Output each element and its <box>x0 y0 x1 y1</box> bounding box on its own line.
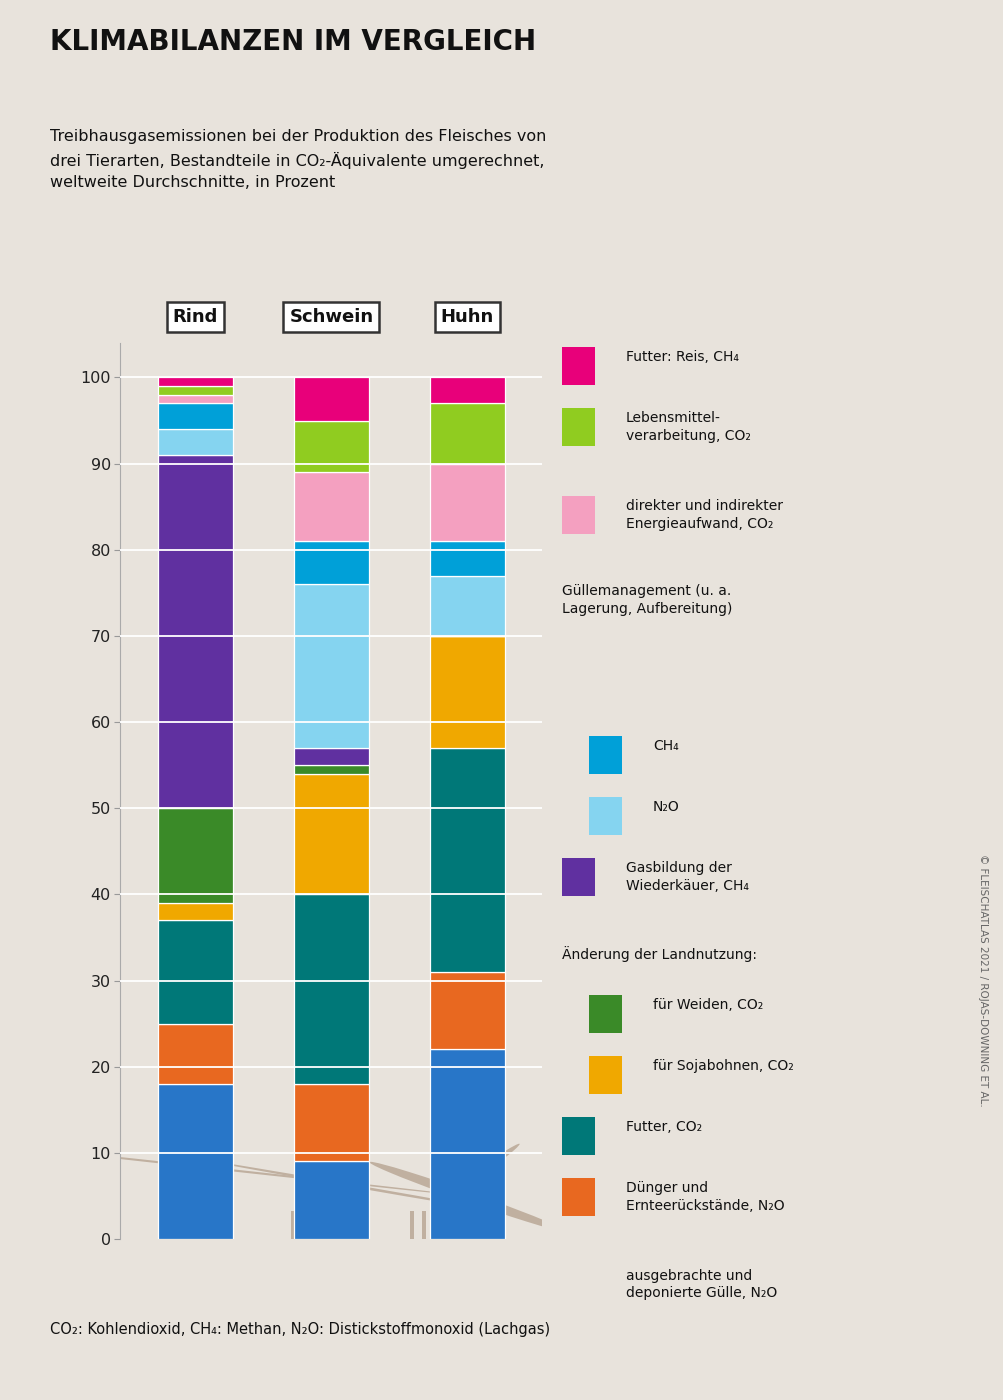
Bar <box>294 748 368 766</box>
FancyBboxPatch shape <box>589 995 621 1033</box>
Text: Gasbildung der
Wiederkäuer, CH₄: Gasbildung der Wiederkäuer, CH₄ <box>626 861 748 893</box>
Bar <box>157 386 233 395</box>
Bar <box>429 463 505 542</box>
Text: Futter, CO₂: Futter, CO₂ <box>626 1120 701 1134</box>
Text: KLIMABILANZEN IM VERGLEICH: KLIMABILANZEN IM VERGLEICH <box>50 28 536 56</box>
Text: Huhn: Huhn <box>440 308 493 326</box>
Bar <box>300 1211 304 1239</box>
FancyBboxPatch shape <box>589 736 621 774</box>
Text: Schwein: Schwein <box>289 308 373 326</box>
Bar <box>294 766 368 774</box>
Bar <box>320 1211 324 1239</box>
Bar <box>202 1200 206 1239</box>
Bar <box>294 472 368 542</box>
Text: für Sojabohnen, CO₂: für Sojabohnen, CO₂ <box>652 1058 792 1072</box>
Bar <box>311 1211 315 1239</box>
Bar <box>294 542 368 584</box>
Bar <box>157 808 233 903</box>
Bar <box>294 584 368 748</box>
Text: CH₄: CH₄ <box>652 739 678 753</box>
Bar <box>157 1084 233 1239</box>
Text: © FLEISCHATLAS 2021 / ROJAS-DOWNING ET AL.: © FLEISCHATLAS 2021 / ROJAS-DOWNING ET A… <box>977 854 987 1106</box>
Ellipse shape <box>201 1159 506 1212</box>
Text: direkter und indirekter
Energieaufwand, CO₂: direkter und indirekter Energieaufwand, … <box>626 498 782 531</box>
Bar <box>429 378 505 403</box>
Ellipse shape <box>450 1144 520 1193</box>
Bar <box>213 1200 217 1239</box>
Bar <box>429 1050 505 1239</box>
Text: Lebensmittel-
verarbeitung, CO₂: Lebensmittel- verarbeitung, CO₂ <box>626 412 750 442</box>
Bar <box>157 920 233 1023</box>
Text: Rind: Rind <box>173 308 218 326</box>
Bar <box>291 1211 295 1239</box>
Bar <box>187 1200 192 1239</box>
Bar <box>157 1023 233 1084</box>
Text: Dünger und
Ernteerückstände, N₂O: Dünger und Ernteerückstände, N₂O <box>626 1180 784 1212</box>
Bar <box>176 1200 181 1239</box>
FancyBboxPatch shape <box>589 797 621 834</box>
Ellipse shape <box>369 1162 565 1232</box>
Bar <box>409 1211 413 1239</box>
Ellipse shape <box>312 1169 350 1232</box>
Bar <box>294 378 368 420</box>
Bar <box>157 378 233 386</box>
Text: für Weiden, CO₂: für Weiden, CO₂ <box>652 998 762 1012</box>
FancyBboxPatch shape <box>562 858 595 896</box>
Bar <box>429 403 505 463</box>
Bar <box>294 895 368 1084</box>
Bar <box>294 1162 368 1239</box>
Text: Änderung der Landnutzung:: Änderung der Landnutzung: <box>562 946 756 962</box>
FancyBboxPatch shape <box>562 347 595 385</box>
FancyBboxPatch shape <box>562 1177 595 1215</box>
Bar <box>429 575 505 636</box>
Text: CO₂: Kohlendioxid, CH₄: Methan, N₂O: Distickstoffmonoxid (Lachgas): CO₂: Kohlendioxid, CH₄: Methan, N₂O: Dis… <box>50 1322 550 1337</box>
FancyBboxPatch shape <box>562 1117 595 1155</box>
Ellipse shape <box>170 1149 216 1228</box>
Bar <box>294 1084 368 1162</box>
Ellipse shape <box>0 1142 466 1196</box>
Bar <box>294 774 368 895</box>
Text: N₂O: N₂O <box>652 799 679 813</box>
Bar <box>421 1211 425 1239</box>
Bar <box>157 903 233 920</box>
Text: Treibhausgasemissionen bei der Produktion des Fleisches von
drei Tierarten, Best: Treibhausgasemissionen bei der Produktio… <box>50 129 546 190</box>
Bar <box>429 972 505 1050</box>
Bar <box>429 542 505 575</box>
Text: Futter: Reis, CH₄: Futter: Reis, CH₄ <box>626 350 738 364</box>
FancyBboxPatch shape <box>562 1266 595 1303</box>
Bar <box>294 420 368 472</box>
Bar <box>429 748 505 972</box>
Bar <box>157 403 233 430</box>
Bar <box>429 636 505 748</box>
FancyBboxPatch shape <box>589 1056 621 1093</box>
FancyBboxPatch shape <box>562 409 595 447</box>
Bar <box>157 455 233 808</box>
Text: ausgebrachte und
deponierte Gülle, N₂O: ausgebrachte und deponierte Gülle, N₂O <box>626 1268 776 1301</box>
FancyBboxPatch shape <box>562 496 595 533</box>
Bar <box>157 430 233 455</box>
Bar <box>157 395 233 403</box>
Text: Güllemanagement (u. a.
Lagerung, Aufbereitung): Güllemanagement (u. a. Lagerung, Aufbere… <box>562 584 732 616</box>
